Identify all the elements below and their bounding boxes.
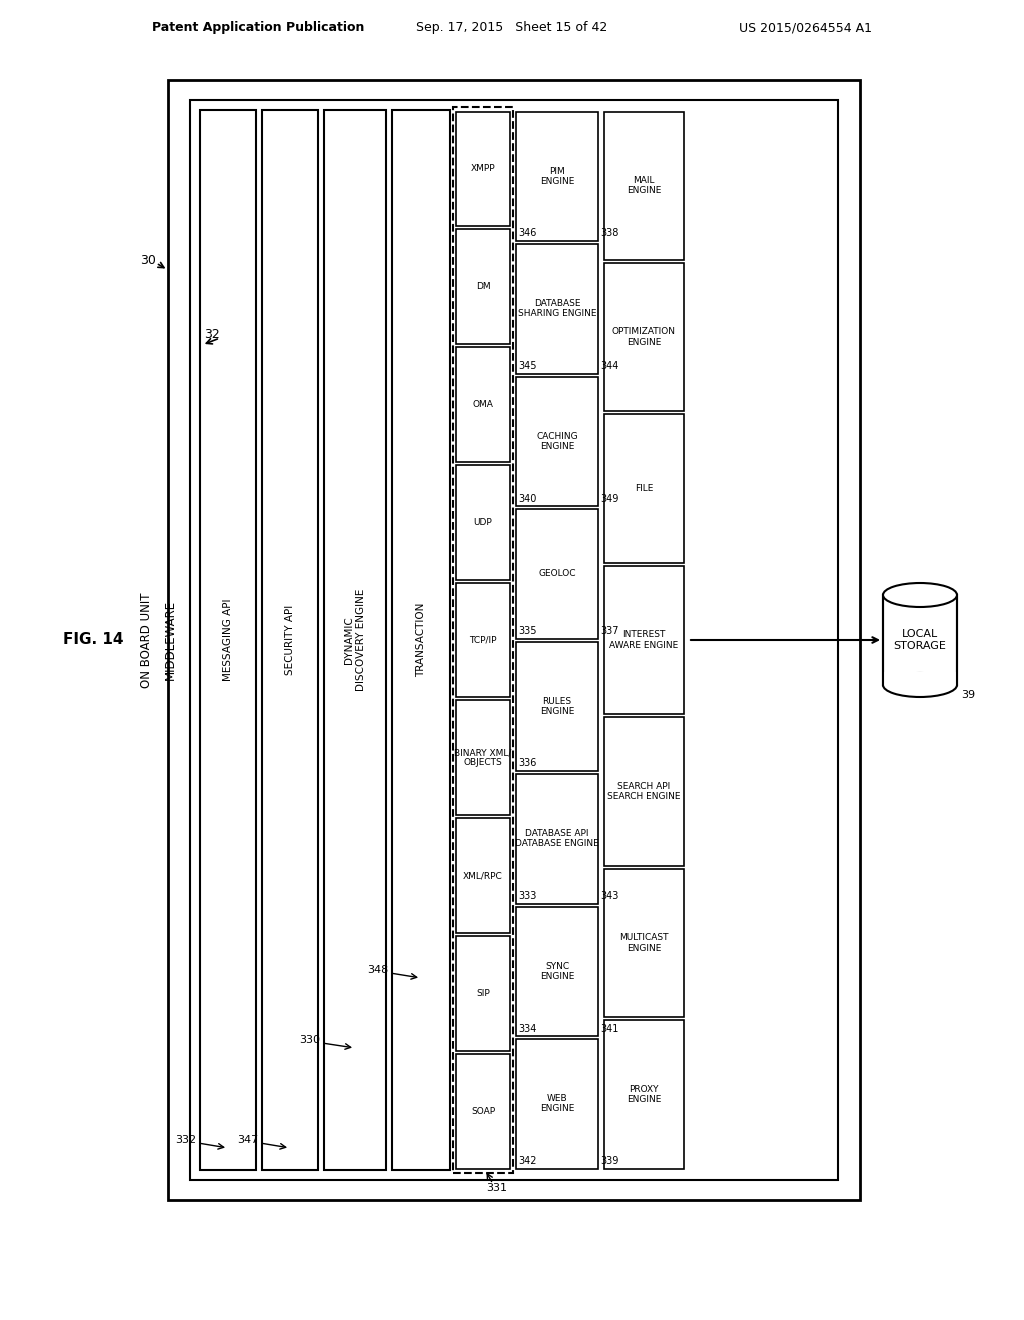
Text: 39: 39 [961, 690, 975, 700]
FancyBboxPatch shape [456, 701, 510, 816]
Text: DYNAMIC
DISCOVERY ENGINE: DYNAMIC DISCOVERY ENGINE [344, 589, 366, 692]
Text: MIDDLEWARE: MIDDLEWARE [164, 599, 176, 680]
Text: SEARCH API
SEARCH ENGINE: SEARCH API SEARCH ENGINE [607, 781, 681, 801]
Text: 346: 346 [518, 228, 537, 239]
FancyBboxPatch shape [168, 81, 860, 1200]
Text: 348: 348 [367, 965, 388, 975]
Text: 339: 339 [600, 1156, 618, 1166]
Text: MESSAGING API: MESSAGING API [223, 599, 233, 681]
Text: 347: 347 [237, 1135, 258, 1144]
Ellipse shape [883, 583, 957, 607]
FancyBboxPatch shape [453, 107, 513, 1173]
FancyBboxPatch shape [516, 1039, 598, 1168]
Text: 338: 338 [600, 228, 618, 239]
FancyBboxPatch shape [516, 642, 598, 771]
Text: TRANSACTION: TRANSACTION [416, 603, 426, 677]
FancyBboxPatch shape [883, 595, 957, 685]
Text: 30: 30 [140, 253, 156, 267]
FancyBboxPatch shape [604, 717, 684, 866]
FancyBboxPatch shape [604, 869, 684, 1018]
FancyBboxPatch shape [516, 774, 598, 903]
Text: 340: 340 [518, 494, 537, 503]
FancyBboxPatch shape [516, 907, 598, 1036]
FancyBboxPatch shape [190, 100, 838, 1180]
Text: OPTIMIZATION
ENGINE: OPTIMIZATION ENGINE [612, 327, 676, 347]
FancyBboxPatch shape [456, 936, 510, 1051]
Text: Sep. 17, 2015   Sheet 15 of 42: Sep. 17, 2015 Sheet 15 of 42 [417, 21, 607, 34]
Text: BINARY XML/
OBJECTS: BINARY XML/ OBJECTS [455, 748, 512, 767]
FancyBboxPatch shape [604, 111, 684, 260]
FancyBboxPatch shape [456, 230, 510, 345]
FancyBboxPatch shape [604, 1020, 684, 1168]
Text: 344: 344 [600, 360, 618, 371]
Text: PIM
ENGINE: PIM ENGINE [540, 166, 574, 186]
Text: WEB
ENGINE: WEB ENGINE [540, 1094, 574, 1114]
FancyBboxPatch shape [516, 376, 598, 506]
Text: FIG. 14: FIG. 14 [62, 632, 123, 648]
Text: PROXY
ENGINE: PROXY ENGINE [627, 1085, 662, 1104]
FancyBboxPatch shape [456, 465, 510, 579]
Text: 343: 343 [600, 891, 618, 902]
Text: TCP/IP: TCP/IP [469, 635, 497, 644]
Text: Patent Application Publication: Patent Application Publication [152, 21, 365, 34]
Text: LOCAL
STORAGE: LOCAL STORAGE [894, 630, 946, 651]
Text: FILE: FILE [635, 484, 653, 494]
Text: 333: 333 [518, 891, 537, 902]
FancyBboxPatch shape [456, 818, 510, 933]
Text: 334: 334 [518, 1023, 537, 1034]
FancyBboxPatch shape [604, 263, 684, 412]
Text: CACHING
ENGINE: CACHING ENGINE [537, 432, 578, 451]
Text: INTEREST
AWARE ENGINE: INTEREST AWARE ENGINE [609, 631, 679, 649]
Text: MULTICAST
ENGINE: MULTICAST ENGINE [620, 933, 669, 953]
Text: 32: 32 [204, 329, 220, 342]
FancyBboxPatch shape [456, 111, 510, 226]
Text: US 2015/0264554 A1: US 2015/0264554 A1 [739, 21, 872, 34]
Text: OMA: OMA [472, 400, 494, 409]
Text: XMPP: XMPP [471, 165, 496, 173]
Text: 331: 331 [486, 1183, 508, 1193]
FancyBboxPatch shape [516, 244, 598, 374]
Text: GEOLOC: GEOLOC [539, 569, 575, 578]
FancyBboxPatch shape [604, 566, 684, 714]
FancyBboxPatch shape [604, 414, 684, 562]
Text: MAIL
ENGINE: MAIL ENGINE [627, 176, 662, 195]
Text: 335: 335 [518, 626, 537, 636]
Text: SOAP: SOAP [471, 1106, 495, 1115]
Text: 349: 349 [600, 494, 618, 503]
FancyBboxPatch shape [882, 672, 958, 685]
Text: RULES
ENGINE: RULES ENGINE [540, 697, 574, 715]
Text: 330: 330 [299, 1035, 319, 1045]
FancyBboxPatch shape [456, 1053, 510, 1168]
Text: DATABASE API
DATABASE ENGINE: DATABASE API DATABASE ENGINE [515, 829, 599, 849]
Text: UDP: UDP [474, 517, 493, 527]
FancyBboxPatch shape [392, 110, 450, 1170]
Text: 345: 345 [518, 360, 537, 371]
Text: SECURITY API: SECURITY API [285, 605, 295, 675]
FancyBboxPatch shape [262, 110, 318, 1170]
Text: 336: 336 [518, 759, 537, 768]
Text: 341: 341 [600, 1023, 618, 1034]
FancyBboxPatch shape [516, 111, 598, 242]
Text: SIP: SIP [476, 989, 489, 998]
Text: 332: 332 [175, 1135, 196, 1144]
FancyBboxPatch shape [456, 347, 510, 462]
Text: XML/RPC: XML/RPC [463, 871, 503, 880]
FancyBboxPatch shape [200, 110, 256, 1170]
Text: DM: DM [476, 282, 490, 292]
Text: DATABASE
SHARING ENGINE: DATABASE SHARING ENGINE [518, 300, 596, 318]
Text: ON BOARD UNIT: ON BOARD UNIT [139, 593, 153, 688]
Text: SYNC
ENGINE: SYNC ENGINE [540, 961, 574, 981]
Text: 342: 342 [518, 1156, 537, 1166]
Ellipse shape [883, 673, 957, 697]
Text: 337: 337 [600, 626, 618, 636]
FancyBboxPatch shape [324, 110, 386, 1170]
FancyBboxPatch shape [456, 582, 510, 697]
FancyBboxPatch shape [516, 510, 598, 639]
